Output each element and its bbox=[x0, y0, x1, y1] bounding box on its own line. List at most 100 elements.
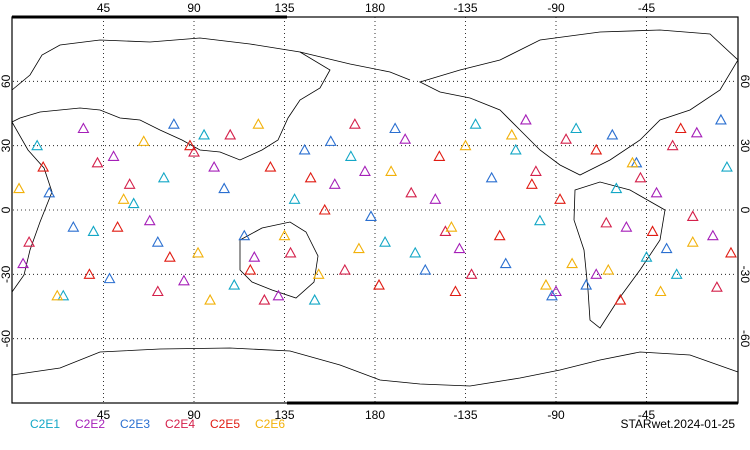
africa bbox=[11, 121, 53, 293]
observation bbox=[204, 293, 217, 305]
y-tick-label: 30 bbox=[0, 139, 13, 153]
observation bbox=[654, 285, 667, 297]
observation bbox=[660, 242, 673, 254]
observation bbox=[590, 143, 603, 155]
observation bbox=[31, 139, 44, 151]
observation bbox=[23, 236, 36, 247]
observation bbox=[560, 133, 572, 144]
observation bbox=[674, 122, 687, 134]
observation bbox=[308, 293, 321, 305]
observation bbox=[509, 143, 522, 155]
north-america bbox=[418, 29, 739, 176]
x-tick-label: -135 bbox=[453, 408, 477, 422]
observation bbox=[373, 278, 385, 290]
observation bbox=[453, 242, 466, 254]
observation bbox=[533, 214, 546, 226]
observation bbox=[646, 225, 659, 236]
observation bbox=[445, 221, 458, 232]
observation bbox=[519, 113, 532, 125]
observation bbox=[218, 182, 231, 194]
observation bbox=[178, 274, 190, 286]
annotation: STARwet.2024-01-25 bbox=[620, 417, 735, 431]
observation bbox=[17, 257, 29, 269]
observation bbox=[429, 193, 442, 204]
observation bbox=[433, 150, 446, 161]
axes: 45 45 90 90 135 135 180 180 -135 -135 -90 -90 -45 -45… bbox=[0, 1, 750, 422]
observation bbox=[103, 272, 116, 284]
y-tick-label: 0 bbox=[738, 207, 750, 214]
observation bbox=[163, 251, 176, 262]
observation bbox=[566, 257, 579, 269]
legend-label: C2E5 bbox=[210, 417, 240, 431]
observation bbox=[244, 263, 257, 275]
observation bbox=[228, 278, 241, 290]
x-tick-label: 135 bbox=[274, 408, 294, 422]
observation bbox=[499, 257, 512, 269]
observation bbox=[143, 214, 156, 226]
x-tick-label: 180 bbox=[365, 1, 385, 15]
observation bbox=[238, 229, 251, 241]
observation bbox=[640, 251, 653, 262]
siberia-coast bbox=[299, 51, 411, 81]
observation bbox=[117, 193, 130, 204]
legend-label: C2E2 bbox=[75, 417, 105, 431]
observation bbox=[248, 251, 261, 262]
observation bbox=[620, 221, 633, 232]
legend-label: C2E1 bbox=[30, 417, 60, 431]
observation bbox=[188, 145, 200, 157]
observation bbox=[389, 122, 402, 134]
observation bbox=[650, 186, 663, 198]
observation bbox=[67, 221, 80, 232]
observation bbox=[352, 242, 365, 254]
observation bbox=[710, 281, 723, 292]
observation bbox=[111, 221, 124, 232]
legend-label: C2E4 bbox=[165, 417, 195, 431]
observation bbox=[459, 139, 472, 151]
observation bbox=[686, 236, 699, 247]
observation bbox=[505, 128, 518, 140]
legend-label: C2E6 bbox=[255, 417, 285, 431]
observation bbox=[540, 278, 552, 290]
observation bbox=[385, 165, 398, 176]
observation bbox=[151, 285, 164, 297]
observation bbox=[208, 160, 221, 172]
observation bbox=[546, 289, 558, 301]
legend-label: C2E3 bbox=[120, 417, 150, 431]
observation bbox=[224, 128, 237, 140]
observation bbox=[525, 178, 538, 189]
observation bbox=[600, 216, 613, 228]
observation bbox=[43, 186, 56, 198]
y-tick-label: 60 bbox=[0, 74, 13, 88]
observation bbox=[348, 118, 361, 129]
x-tick-label: -135 bbox=[453, 1, 477, 15]
observation bbox=[51, 289, 64, 301]
australia bbox=[239, 221, 319, 299]
observation bbox=[634, 171, 647, 183]
y-tick-label: -60 bbox=[738, 330, 750, 348]
observation bbox=[318, 203, 331, 215]
antarctica bbox=[11, 347, 739, 387]
observation bbox=[127, 197, 140, 209]
observation bbox=[399, 133, 412, 144]
observation bbox=[580, 278, 593, 290]
y-tick-label: 60 bbox=[738, 75, 750, 89]
observation bbox=[359, 165, 371, 176]
observation bbox=[198, 128, 210, 140]
x-tick-label: -45 bbox=[638, 1, 656, 15]
observation bbox=[344, 150, 357, 161]
observation bbox=[469, 118, 482, 129]
observation bbox=[419, 263, 432, 275]
observation bbox=[338, 263, 351, 275]
observation bbox=[409, 246, 422, 258]
observation bbox=[278, 229, 291, 241]
observation bbox=[405, 186, 418, 198]
x-tick-label: 90 bbox=[187, 408, 201, 422]
observation bbox=[725, 246, 737, 258]
observation bbox=[137, 135, 150, 146]
y-tick-label: -60 bbox=[0, 330, 13, 348]
observation bbox=[83, 268, 96, 279]
observation bbox=[714, 113, 727, 125]
observation bbox=[670, 268, 683, 279]
eurasia bbox=[11, 37, 331, 161]
